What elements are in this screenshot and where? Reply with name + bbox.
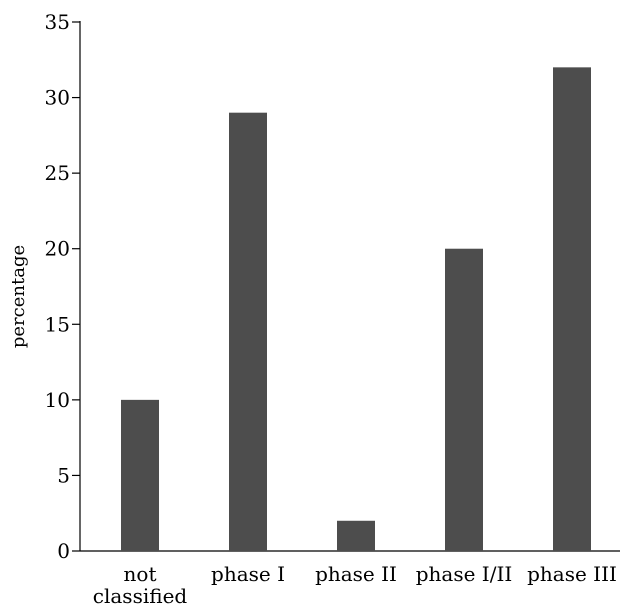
bar — [337, 520, 375, 551]
y-tick-label: 10 — [45, 388, 70, 412]
y-tick-label: 35 — [45, 10, 70, 34]
y-tick-label: 0 — [57, 539, 70, 563]
bar — [445, 248, 483, 551]
y-axis-title: percentage — [8, 245, 29, 348]
x-tick-label: not classified — [93, 562, 188, 608]
x-tick-label: phase III — [527, 562, 617, 586]
y-tick-label: 30 — [45, 86, 70, 110]
bar — [553, 67, 591, 551]
x-tick-label: phase I/II — [416, 562, 513, 586]
x-axis: not classified phase I phase II phase I/II ph… — [80, 550, 620, 608]
y-tick-label: 5 — [57, 463, 70, 487]
y-tick-label: 20 — [45, 237, 70, 261]
y-tick-label: 15 — [45, 312, 70, 336]
x-tick-label: phase I — [211, 562, 285, 586]
x-tick-label: phase II — [315, 562, 397, 586]
y-axis: 0 5 10 15 20 25 30 35 — [45, 10, 81, 563]
y-tick-label: 25 — [45, 161, 70, 185]
bars-group — [121, 67, 591, 551]
bar — [229, 112, 267, 551]
bar — [121, 399, 159, 551]
